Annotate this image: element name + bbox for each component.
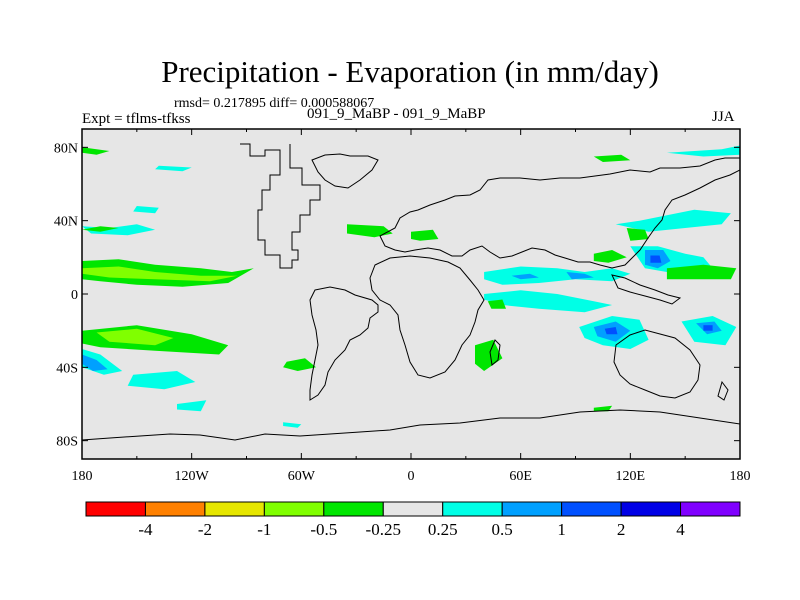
contour-region-16	[347, 224, 393, 238]
contour-region-38	[593, 154, 631, 162]
coastlines	[82, 143, 740, 441]
x-tick-label: 60E	[509, 469, 532, 484]
colorbar-label: -0.5	[310, 520, 337, 539]
contour-region-2	[82, 226, 119, 232]
x-tick-label: 0	[408, 469, 415, 484]
contour-region-9	[82, 354, 108, 371]
coastline-eurasia	[379, 157, 740, 269]
contour-region-13	[82, 147, 110, 155]
coastline-south-america	[309, 286, 379, 401]
experiment-label: Expt = tflms-tfkss	[82, 111, 191, 127]
coastline-greenland	[311, 153, 379, 189]
coastline-new-zealand	[717, 380, 729, 401]
contour-region-37	[666, 145, 740, 157]
y-tick-label: 40S	[56, 361, 78, 376]
coastline-indonesia	[611, 274, 682, 305]
x-tick-label: 120E	[616, 469, 646, 484]
contour-region-22	[593, 250, 627, 263]
colorbar-label: -1	[257, 520, 271, 539]
coastline-africa	[369, 255, 485, 379]
colorbar-swatch	[561, 501, 622, 517]
contour-region-17	[411, 229, 439, 241]
contour-region-34	[703, 325, 713, 331]
colorbar-swatch	[323, 501, 384, 517]
colorbar-swatch	[620, 501, 682, 517]
chart-title: Precipitation - Evaporation (in mm/day)	[161, 54, 659, 89]
colorbar-swatch	[144, 501, 206, 517]
contour-region-5	[82, 266, 238, 282]
colorbar-swatch	[442, 501, 503, 517]
colorbar-label: 0.25	[428, 520, 458, 539]
y-axis: 80N 40N 0 40S 80S	[54, 141, 740, 450]
contour-region-11	[177, 400, 207, 412]
contour-region-24	[487, 299, 506, 309]
contour-region-20	[511, 273, 539, 280]
contour-region-36	[626, 228, 649, 241]
x-tick-label: 120W	[175, 469, 210, 484]
colorbar-swatch	[382, 501, 444, 517]
contour-region-7	[96, 328, 174, 346]
contour-region-39	[593, 405, 613, 412]
y-tick-label: 80S	[56, 435, 78, 450]
contour-region-21	[566, 272, 594, 280]
coastline-antarctica	[82, 409, 740, 441]
contour-region-31	[666, 264, 737, 280]
contour-region-3	[133, 206, 159, 214]
y-tick-label: 40N	[54, 215, 78, 230]
coastline-australia	[613, 329, 701, 399]
x-tick-label: 180	[730, 469, 751, 484]
contour-region-23	[484, 290, 613, 313]
contour-region-19	[484, 266, 631, 285]
contour-region-27	[604, 327, 618, 335]
contour-region-10	[127, 371, 196, 390]
colorbar-label: 2	[617, 520, 626, 539]
y-tick-label: 0	[71, 288, 78, 303]
colorbar-swatch	[680, 501, 741, 517]
colorbar-label: -0.25	[366, 520, 401, 539]
colorbar-label: -2	[198, 520, 212, 539]
cases-label: 091_9_MaBP - 091_9_MaBP	[307, 106, 486, 122]
y-tick-label: 80N	[54, 141, 78, 156]
colorbar-swatch	[263, 501, 325, 517]
contour-region-1	[82, 224, 156, 236]
colorbar-label: 1	[557, 520, 566, 539]
contour-region-30	[650, 255, 662, 263]
contour-region-18	[475, 339, 503, 371]
colorbar-swatch	[85, 501, 146, 517]
x-tick-label: 60W	[288, 469, 316, 484]
stats-text: rmsd= 0.217895 diff= 0.000588067	[174, 96, 375, 111]
contour-fills	[82, 145, 740, 428]
colorbar-label: 0.5	[492, 520, 513, 539]
colorbar-swatch	[501, 501, 563, 517]
contour-region-14	[155, 165, 192, 172]
colorbar-label: -4	[138, 520, 153, 539]
colorbar-label: 4	[676, 520, 685, 539]
x-axis: 180 120W 60W 0 60E 120E 180	[72, 129, 751, 484]
colorbar: -4 -2 -1 -0.5 -0.25 0.25 0.5 1 2 4	[85, 501, 741, 539]
contour-region-12	[283, 358, 316, 371]
coastline-north-america	[240, 143, 321, 269]
colorbar-swatch	[204, 501, 265, 517]
coastline-madagascar	[489, 339, 501, 366]
contour-region-35	[615, 209, 731, 232]
season-label: JJA	[712, 109, 735, 125]
contour-region-15	[283, 422, 302, 428]
x-tick-label: 180	[72, 469, 93, 484]
